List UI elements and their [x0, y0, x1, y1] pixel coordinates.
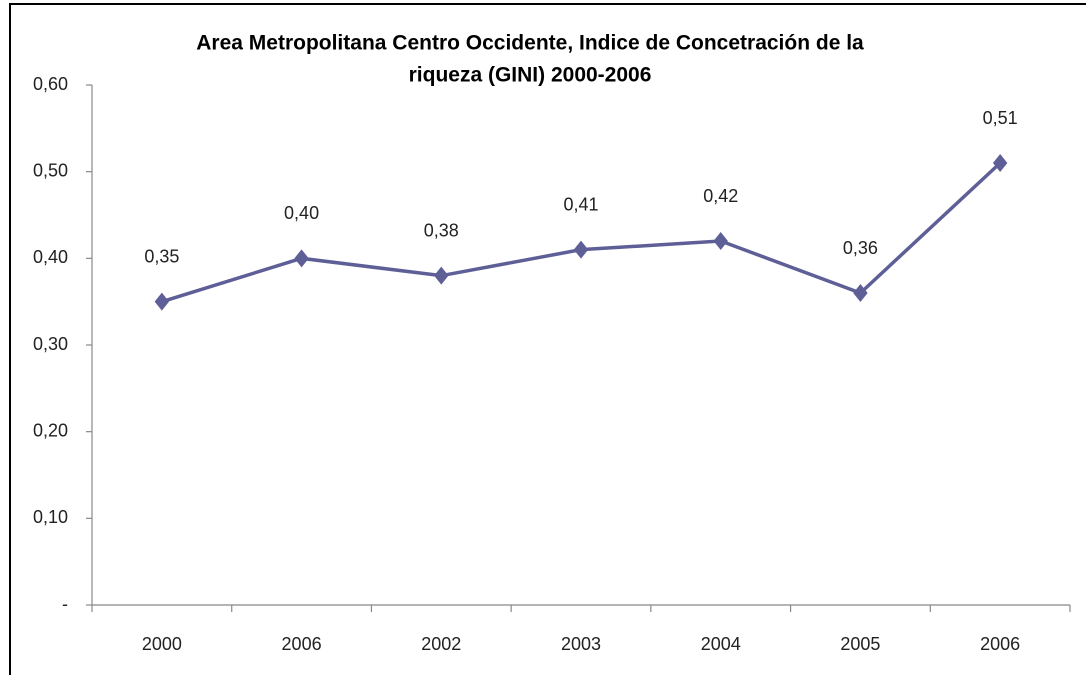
data-label: 0,41 — [563, 194, 598, 214]
y-tick-label: 0,60 — [33, 74, 68, 94]
data-point — [853, 284, 868, 302]
x-tick-label: 2002 — [421, 634, 461, 654]
y-tick-label: - — [62, 594, 68, 614]
data-label: 0,40 — [284, 203, 319, 223]
y-tick-label: 0,50 — [33, 160, 68, 180]
data-label: 0,36 — [843, 238, 878, 258]
data-label: 0,38 — [424, 220, 459, 240]
data-point — [713, 232, 728, 250]
x-tick-label: 2000 — [142, 634, 182, 654]
y-tick-label: 0,20 — [33, 420, 68, 440]
data-label: 0,42 — [703, 186, 738, 206]
chart-frame — [9, 3, 1086, 675]
data-point — [992, 154, 1008, 172]
x-tick-label: 2004 — [701, 634, 741, 654]
x-tick-label: 2006 — [282, 634, 322, 654]
data-label: 0,35 — [144, 246, 179, 266]
series-line — [161, 161, 1002, 304]
x-tick-label: 2006 — [980, 634, 1020, 654]
y-tick-label: 0,30 — [33, 334, 68, 354]
data-point — [573, 240, 589, 259]
data-label: 0,51 — [983, 108, 1018, 128]
x-tick-label: 2003 — [561, 634, 601, 654]
x-tick-label: 2005 — [840, 634, 880, 654]
data-point — [154, 292, 170, 311]
data-point — [294, 249, 309, 268]
y-tick-label: 0,10 — [33, 507, 68, 527]
chart-title: riqueza (GINI) 2000-2006 — [409, 64, 652, 87]
y-tick-label: 0,40 — [33, 247, 68, 267]
chart-title: Area Metropolitana Centro Occidente, Ind… — [196, 32, 864, 55]
data-point — [434, 266, 449, 285]
